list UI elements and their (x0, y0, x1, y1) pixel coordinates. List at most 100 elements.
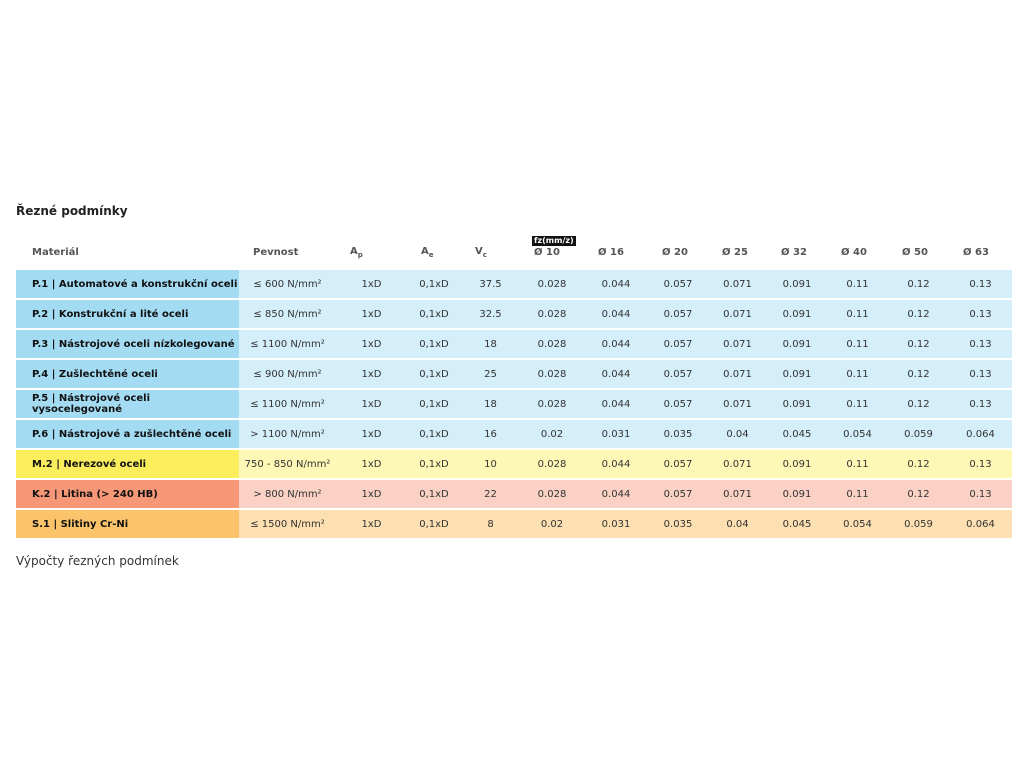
header-text: Ø 40 (841, 246, 867, 258)
header-text: Ø 16 (598, 246, 624, 258)
value-cell: 0.057 (648, 298, 708, 329)
header-text: Ø 63 (963, 246, 989, 258)
value-cell: 0.035 (648, 508, 708, 538)
header-subscript: p (357, 250, 363, 259)
value-cell: 0.028 (520, 268, 584, 299)
value-cell: 0.12 (888, 298, 949, 329)
value-cell: 1xD (336, 328, 407, 359)
column-header: Ø 20 (648, 236, 708, 269)
value-cell: 8 (461, 508, 520, 538)
header-text: Pevnost (253, 246, 299, 258)
value-cell: 32.5 (461, 298, 520, 329)
material-cell: P.3 | Nástrojové oceli nízkolegované (16, 328, 239, 359)
value-cell: 750 - 850 N/mm² (239, 448, 336, 479)
value-cell: ≤ 1100 N/mm² (239, 328, 336, 359)
value-cell: ≤ 850 N/mm² (239, 298, 336, 329)
material-cell: P.1 | Automatové a konstrukční oceli (16, 268, 239, 299)
value-cell: 0.071 (708, 298, 767, 329)
header-text: Ø 25 (722, 246, 748, 258)
table-row: S.1 | Slitiny Cr-Ni ≤ 1500 N/mm² 1xD 0,1xD 8… (16, 508, 1012, 538)
column-header: Vc (461, 236, 520, 269)
value-cell: 0.091 (767, 358, 827, 389)
value-cell: 0,1xD (407, 358, 461, 389)
header-text: A (350, 245, 358, 257)
value-cell: > 800 N/mm² (239, 478, 336, 509)
column-header: Ae (407, 236, 461, 269)
value-cell: 1xD (336, 388, 407, 419)
value-cell: 1xD (336, 268, 407, 299)
value-cell: 0.044 (584, 358, 648, 389)
value-cell: 0.13 (949, 268, 1012, 299)
header-subscript: e (428, 250, 434, 259)
value-cell: 0.12 (888, 268, 949, 299)
value-cell: 0.031 (584, 418, 648, 449)
value-cell: 0.071 (708, 388, 767, 419)
value-cell: 0.071 (708, 358, 767, 389)
table-row: K.2 | Litina (> 240 HB) > 800 N/mm² 1xD 0,1… (16, 478, 1012, 509)
value-cell: 1xD (336, 298, 407, 329)
column-header: Materiál (16, 236, 239, 269)
value-cell: 1xD (336, 448, 407, 479)
value-cell: 1xD (336, 508, 407, 538)
column-header: fz(mm/z) Ø 10 (520, 236, 584, 269)
header-text: Ø 50 (902, 246, 928, 258)
value-cell: 0.064 (949, 418, 1012, 449)
table-row: P.3 | Nástrojové oceli nízkolegované ≤ 11… (16, 328, 1012, 359)
value-cell: 0.13 (949, 478, 1012, 509)
value-cell: ≤ 900 N/mm² (239, 358, 336, 389)
value-cell: 0.044 (584, 448, 648, 479)
header-text: A (421, 245, 429, 257)
value-cell: 0.091 (767, 388, 827, 419)
table-row: P.4 | Zušlechtěné oceli ≤ 900 N/mm² 1xD 0,1… (16, 358, 1012, 389)
material-cell: P.2 | Konstrukční a lité oceli (16, 298, 239, 329)
value-cell: 0.091 (767, 268, 827, 299)
value-cell: 0.035 (648, 418, 708, 449)
value-cell: 0.11 (827, 358, 888, 389)
value-cell: 1xD (336, 358, 407, 389)
value-cell: 0.057 (648, 388, 708, 419)
cutting-table: Materiál Pevnost Ap Ae Vc fz(mm/z) Ø 10 Ø 16 Ø 2… (16, 236, 1012, 538)
table-row: P.1 | Automatové a konstrukční oceli ≤ 60… (16, 268, 1012, 299)
value-cell: 0,1xD (407, 388, 461, 419)
value-cell: 0.044 (584, 268, 648, 299)
value-cell: 25 (461, 358, 520, 389)
value-cell: > 1100 N/mm² (239, 418, 336, 449)
value-cell: 0.044 (584, 478, 648, 509)
value-cell: 0.028 (520, 478, 584, 509)
value-cell: 0,1xD (407, 418, 461, 449)
table-body: P.1 | Automatové a konstrukční oceli ≤ 60… (16, 268, 1012, 538)
value-cell: 0.044 (584, 328, 648, 359)
table-row: P.6 | Nástrojové a zušlechtěné oceli > 11… (16, 418, 1012, 449)
value-cell: 0.044 (584, 298, 648, 329)
column-header: Pevnost (239, 236, 336, 269)
value-cell: 0.091 (767, 298, 827, 329)
value-cell: 0.13 (949, 358, 1012, 389)
value-cell: 0.02 (520, 418, 584, 449)
header-subscript: c (482, 250, 487, 259)
value-cell: 0.057 (648, 268, 708, 299)
footer-text: Výpočty řezných podmínek (16, 554, 179, 568)
section-title: Řezné podmínky (16, 204, 128, 218)
material-cell: P.6 | Nástrojové a zušlechtěné oceli (16, 418, 239, 449)
value-cell: 0.059 (888, 418, 949, 449)
value-cell: 0.028 (520, 328, 584, 359)
value-cell: 37.5 (461, 268, 520, 299)
material-cell: M.2 | Nerezové oceli (16, 448, 239, 479)
header-text: Ø 10 (534, 246, 560, 258)
value-cell: 0.044 (584, 388, 648, 419)
value-cell: 0.045 (767, 418, 827, 449)
value-cell: 0.057 (648, 358, 708, 389)
material-cell: S.1 | Slitiny Cr-Ni (16, 508, 239, 538)
material-cell: P.5 | Nástrojové oceli vysocelegované (16, 388, 239, 419)
value-cell: 0.12 (888, 358, 949, 389)
value-cell: 0.12 (888, 478, 949, 509)
value-cell: 0.04 (708, 418, 767, 449)
value-cell: 0.031 (584, 508, 648, 538)
value-cell: 0,1xD (407, 298, 461, 329)
material-cell: K.2 | Litina (> 240 HB) (16, 478, 239, 509)
value-cell: 0.12 (888, 448, 949, 479)
value-cell: 0.057 (648, 448, 708, 479)
value-cell: 16 (461, 418, 520, 449)
value-cell: 22 (461, 478, 520, 509)
